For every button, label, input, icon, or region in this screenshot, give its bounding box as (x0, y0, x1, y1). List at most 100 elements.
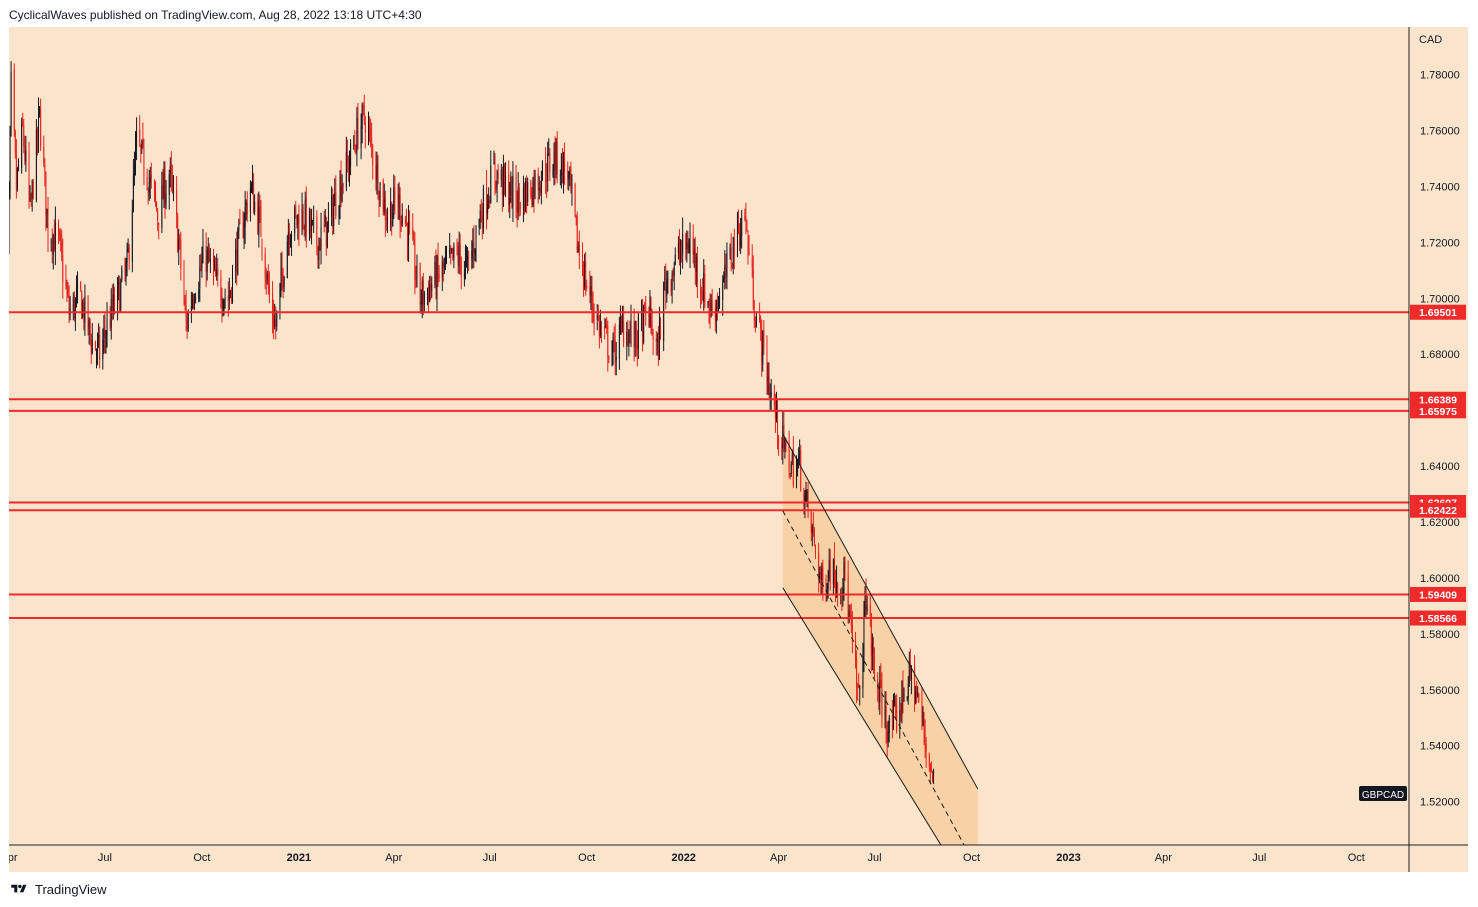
candle-body (725, 267, 727, 278)
candle-body (141, 140, 143, 150)
candle-body (531, 197, 533, 205)
candle-body (80, 281, 82, 290)
candle-body (441, 262, 443, 278)
time-tick-label: Apr (385, 852, 402, 864)
candle-body (121, 268, 123, 281)
candle-body (96, 352, 97, 354)
time-axis-ticks[interactable]: Apr Jul Oct 2021 Apr Jul Oct 2022 Apr Jul Oct 2023 A… (9, 852, 1365, 864)
footer-brand-name: TradingView (35, 881, 107, 897)
channel-fill (782, 433, 978, 845)
candle-body (60, 234, 62, 242)
candle-body (363, 105, 365, 121)
candle-body (512, 175, 514, 207)
candle-body (434, 262, 436, 285)
candle-body (581, 256, 583, 271)
candle-body (400, 220, 402, 224)
candle-body (767, 377, 769, 384)
candle-body (362, 104, 364, 108)
candle-body (597, 315, 599, 319)
channel-lower-line[interactable] (782, 587, 942, 845)
candle-body (710, 300, 712, 312)
candle-body (117, 282, 119, 309)
candle-body (501, 171, 503, 196)
candle-body (31, 181, 33, 198)
candle-body (452, 247, 454, 259)
candle-body (294, 207, 296, 234)
price-tick-label: 1.58000 (1420, 629, 1460, 641)
candle-body (450, 246, 452, 253)
candle-body (24, 145, 26, 161)
candle-body (458, 246, 460, 267)
candle-body (803, 492, 805, 506)
candle-body (170, 163, 172, 176)
candle-body (792, 452, 794, 485)
candle-body (555, 140, 557, 171)
candle-body (332, 196, 334, 227)
price-chart[interactable]: CAD 1.520001.540001.560001.580001.600001… (9, 27, 1468, 872)
candle-body (564, 157, 566, 172)
candle-body (456, 247, 458, 252)
horizontal-levels[interactable] (9, 311, 1409, 620)
candle-body (423, 292, 425, 305)
candle-body (658, 321, 660, 359)
candle-body (333, 204, 335, 226)
candle-body (339, 177, 341, 205)
candle-body (872, 642, 874, 657)
candle-body (591, 287, 593, 307)
candle-body (364, 122, 366, 133)
channel-mid-dashed-line[interactable] (782, 510, 965, 845)
candle-body (419, 263, 421, 305)
candle-body (459, 244, 461, 261)
candle-body (131, 210, 133, 262)
candle-body (385, 222, 387, 224)
candle-body (480, 211, 482, 219)
channel-lines[interactable] (782, 433, 979, 845)
candle-body (532, 180, 534, 206)
candle-body (384, 197, 386, 221)
candle-body (784, 439, 786, 447)
candle-body (15, 154, 17, 190)
candle-body (430, 283, 432, 289)
candle-body (547, 153, 549, 181)
candle-body (453, 245, 455, 259)
candle-body (509, 197, 511, 204)
candle-body (849, 610, 851, 617)
candle-body (228, 294, 230, 300)
candle-body (275, 319, 277, 327)
chart-frame[interactable]: CAD 1.52000 1.54000 1.56000 1.58000 1.60000 1… (9, 27, 1468, 872)
candle-body (519, 202, 521, 210)
candle-body (880, 679, 882, 687)
level-price-label: 1.65975 (1419, 406, 1457, 418)
candle-body (503, 164, 505, 180)
candle-body (615, 356, 617, 361)
channel-upper-line[interactable] (782, 433, 979, 790)
candle-body (642, 311, 644, 344)
candle-body (908, 660, 910, 684)
level-price-tag (1410, 304, 1466, 320)
candle-body (766, 345, 768, 386)
candle-body (371, 137, 373, 146)
candle-body (118, 280, 120, 285)
price-axis-ticks[interactable]: 1.52000 1.54000 1.56000 1.58000 1.60000 1.620… (1420, 70, 1460, 809)
candle-body (184, 300, 186, 307)
candle-body (478, 219, 480, 228)
candle-body (171, 176, 173, 189)
candle-body (553, 150, 555, 171)
candle-body (356, 118, 358, 153)
candle-body (413, 238, 415, 245)
candle-body (109, 319, 111, 330)
price-tick-label: 1.62000 (1420, 517, 1460, 529)
candle-body (132, 174, 134, 212)
candle-body (267, 274, 269, 288)
candle-body (856, 658, 858, 687)
candle-body (636, 342, 638, 350)
time-tick-label: Jul (98, 852, 112, 864)
candle-body (481, 216, 483, 228)
footer-branding[interactable]: TradingView (9, 880, 107, 898)
candle-body (921, 699, 923, 721)
candle-body (552, 168, 554, 175)
candle-body (906, 696, 908, 698)
candle-body (283, 277, 285, 288)
candle-body (744, 215, 746, 221)
candle-body (821, 567, 823, 580)
